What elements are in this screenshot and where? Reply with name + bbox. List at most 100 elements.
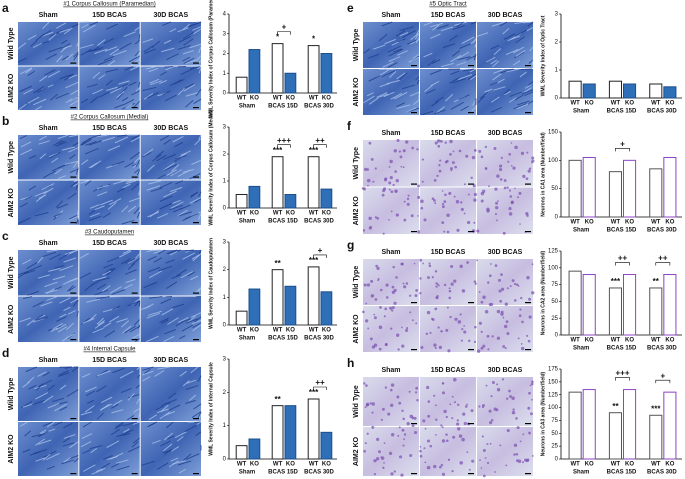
cell [503, 324, 508, 329]
fiber [106, 268, 116, 276]
fiber [76, 311, 79, 318]
cell [509, 195, 513, 198]
cell [376, 266, 380, 271]
fiber [96, 184, 109, 190]
fiber [184, 212, 199, 220]
scale-bar [468, 65, 474, 67]
fiber [149, 421, 158, 427]
fiber [104, 330, 116, 338]
fiber [193, 403, 202, 410]
fiber [94, 48, 108, 55]
fiber [103, 55, 115, 62]
fiber [190, 275, 199, 281]
fiber [194, 198, 202, 204]
comparison-bracket [615, 262, 630, 266]
fiber [513, 103, 527, 110]
fiber [22, 381, 30, 388]
cell [438, 465, 442, 469]
cell [401, 409, 404, 412]
fiber [195, 88, 202, 97]
cell [451, 417, 454, 420]
cell [367, 184, 369, 187]
fiber [56, 203, 69, 209]
cell [438, 345, 442, 350]
scale-bar [193, 176, 199, 178]
micrograph [79, 180, 140, 225]
column-label: 30D BCAS [154, 12, 189, 19]
fiber [111, 409, 124, 414]
fiber [435, 96, 444, 103]
fiber [79, 252, 90, 259]
fiber [63, 422, 73, 429]
fiber [86, 298, 101, 303]
fiber [81, 433, 93, 440]
scale-bar [70, 222, 77, 224]
y-tick-label: 75 [551, 282, 558, 288]
cell [393, 301, 397, 305]
fiber [143, 45, 154, 53]
fiber [169, 79, 183, 87]
fiber [63, 29, 71, 35]
cell [378, 347, 382, 351]
fiber [399, 26, 414, 31]
fiber [515, 49, 526, 57]
cell [425, 332, 429, 336]
fiber [198, 412, 202, 420]
cell [411, 319, 414, 322]
y-tick-label: 100 [548, 158, 559, 164]
fiber [193, 28, 202, 35]
fiber [469, 68, 477, 73]
cell [433, 464, 437, 469]
fiber [141, 460, 155, 466]
fiber [79, 44, 94, 49]
cell [482, 295, 486, 299]
fiber [106, 23, 118, 30]
scale-bar [525, 183, 531, 185]
cell [441, 472, 446, 476]
cell [389, 388, 393, 392]
cell [453, 401, 457, 404]
scale-bar [131, 222, 138, 224]
cell [385, 283, 389, 287]
cell [416, 399, 419, 402]
cell [394, 189, 398, 194]
fiber [133, 207, 141, 215]
fiber [127, 257, 139, 264]
fiber [526, 27, 534, 32]
cell [468, 468, 471, 471]
fiber [136, 169, 141, 176]
cell [411, 424, 415, 428]
fiber [47, 384, 55, 391]
cell [511, 410, 516, 415]
panel-letter: e [347, 1, 354, 15]
fiber [54, 403, 67, 412]
cell [420, 199, 424, 204]
cell [506, 186, 509, 189]
cell [423, 447, 426, 450]
fiber [412, 99, 420, 106]
cell [433, 178, 437, 182]
fiber [172, 199, 181, 204]
fiber [92, 327, 104, 334]
fiber [54, 168, 63, 175]
cell [433, 343, 437, 347]
fiber [177, 44, 191, 50]
cell [384, 307, 388, 311]
cell [461, 327, 464, 331]
fiber [84, 147, 99, 155]
fiber [479, 91, 488, 100]
fiber [36, 256, 44, 264]
micrograph [140, 135, 201, 180]
fiber [131, 183, 140, 191]
fiber [81, 373, 91, 378]
cell [405, 140, 409, 144]
fiber [164, 164, 177, 171]
y-tick-label: 0 [555, 215, 559, 221]
cell [417, 184, 420, 188]
fiber [146, 312, 161, 319]
fiber [167, 435, 175, 440]
cell [512, 408, 515, 411]
y-axis-label: WML Severity Index of Caudoputamen [208, 238, 214, 329]
cell [479, 459, 481, 461]
fiber [485, 56, 496, 63]
